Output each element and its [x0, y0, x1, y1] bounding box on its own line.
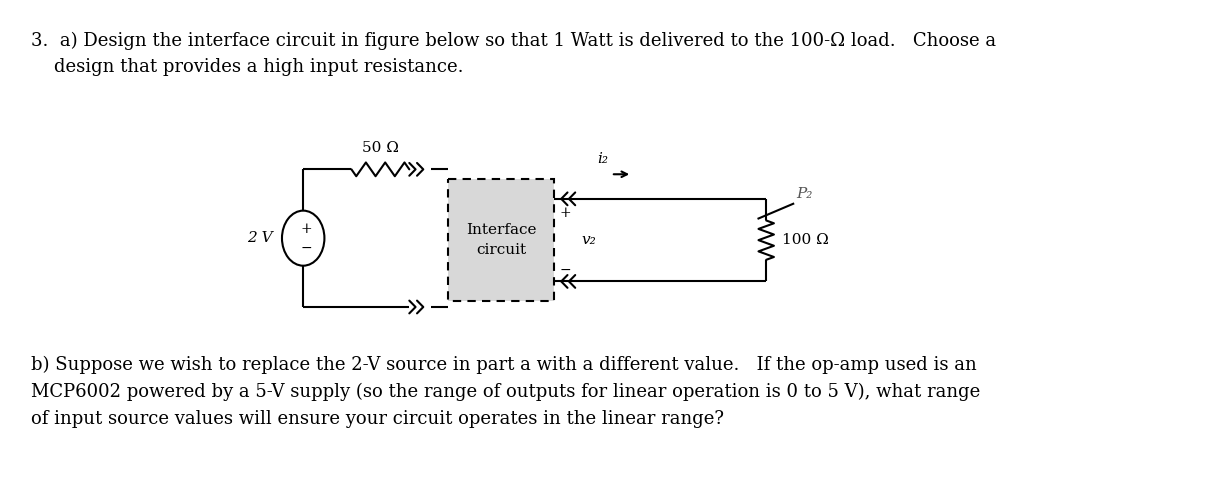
Text: P₂: P₂ [796, 187, 813, 201]
Text: 3.  a) Design the interface circuit in figure below so that 1 Watt is delivered : 3. a) Design the interface circuit in fi… [31, 32, 996, 76]
Text: b) Suppose we wish to replace the 2-V source in part a with a different value.  : b) Suppose we wish to replace the 2-V so… [31, 356, 980, 428]
Bar [448, 179, 554, 301]
Text: −: − [301, 241, 312, 255]
Text: +: + [301, 222, 312, 236]
Text: +: + [560, 206, 571, 220]
Text: v₂: v₂ [581, 233, 596, 247]
Text: i₂: i₂ [597, 152, 608, 166]
Text: 50 Ω: 50 Ω [362, 140, 399, 155]
Text: −: − [560, 262, 571, 277]
Text: 100 Ω: 100 Ω [782, 233, 829, 247]
Text: 2 V: 2 V [247, 231, 273, 245]
Text: Interface
circuit: Interface circuit [465, 223, 537, 257]
